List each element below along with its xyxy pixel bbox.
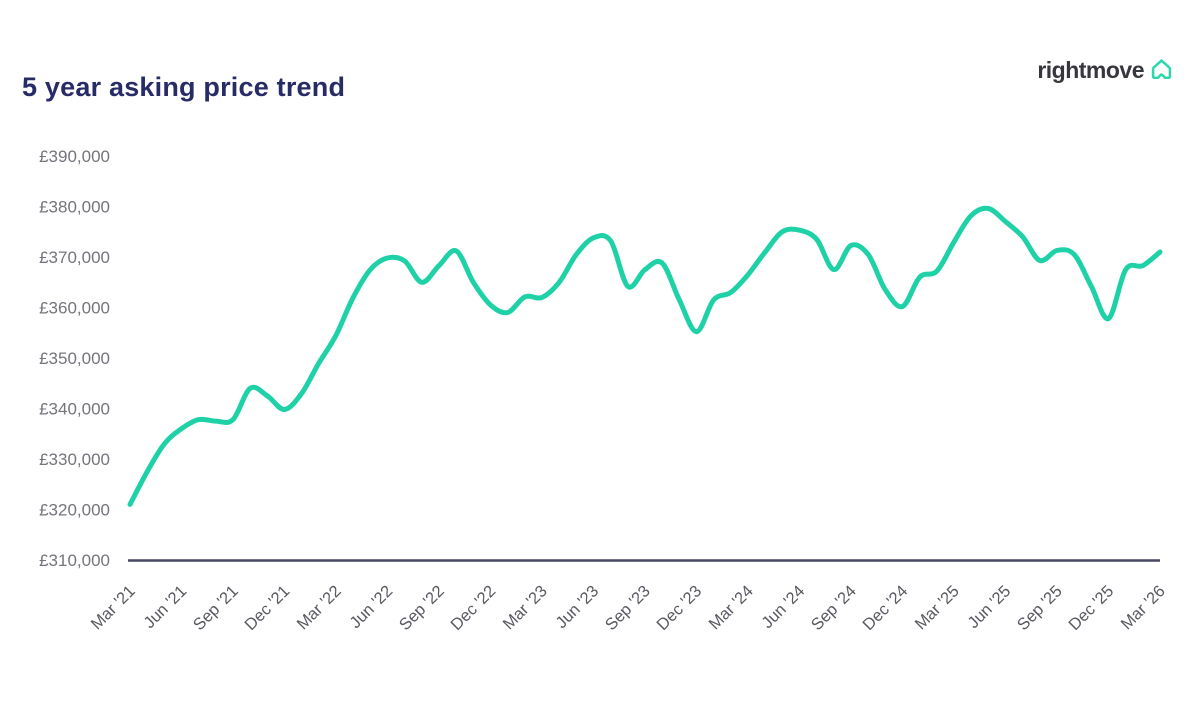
rightmove-logo: rightmove [1037, 57, 1174, 84]
x-axis-tick-label: Mar '23 [500, 582, 551, 633]
y-axis-tick-label: £360,000 [39, 299, 110, 318]
x-axis-tick-label: Mar '26 [1118, 582, 1169, 633]
x-axis-tick-label: Dec '22 [447, 582, 499, 634]
rightmove-logo-text: rightmove [1037, 57, 1144, 83]
y-axis-tick-label: £380,000 [39, 198, 110, 217]
x-axis-tick-label: Jun '25 [964, 582, 1014, 632]
x-axis-tick-label: Sep '25 [1014, 582, 1066, 634]
x-axis-tick-label: Dec '21 [241, 582, 293, 634]
y-axis: £390,000 £380,000 £370,000 £360,000 £350,000… [39, 147, 110, 570]
x-axis-tick-label: Mar '22 [294, 582, 345, 633]
y-axis-tick-label: £310,000 [39, 551, 110, 570]
x-axis-tick-label: Dec '24 [859, 582, 911, 634]
y-axis-tick-label: £330,000 [39, 450, 110, 469]
x-axis-tick-label: Dec '25 [1065, 582, 1117, 634]
y-axis-tick-label: £370,000 [39, 248, 110, 267]
x-axis-tick-label: Jun '22 [346, 582, 396, 632]
x-axis-tick-label: Sep '23 [602, 582, 654, 634]
x-axis-tick-label: Sep '24 [808, 582, 860, 634]
x-axis-tick-label: Dec '23 [653, 582, 705, 634]
x-axis-tick-label: Mar '25 [912, 582, 963, 633]
house-arrow-icon [1151, 59, 1172, 80]
page-title: 5 year asking price trend [22, 72, 346, 102]
y-axis-tick-label: £320,000 [39, 501, 110, 520]
x-axis: Mar '21 Jun '21 Sep '21 Dec '21 Mar '22 Jun '… [88, 582, 1169, 634]
x-axis-tick-label: Sep '21 [190, 582, 242, 634]
y-axis-tick-label: £390,000 [39, 147, 110, 166]
y-axis-tick-label: £350,000 [39, 349, 110, 368]
price-trend-line [127, 205, 1163, 507]
x-axis-tick-label: Jun '23 [552, 582, 602, 632]
x-axis-tick-label: Mar '24 [706, 582, 757, 633]
y-axis-tick-label: £340,000 [39, 400, 110, 419]
x-axis-tick-label: Mar '21 [88, 582, 139, 633]
x-axis-tick-label: Sep '22 [396, 582, 448, 634]
x-axis-tick-label: Jun '24 [758, 582, 808, 632]
x-axis-tick-label: Jun '21 [140, 582, 190, 632]
